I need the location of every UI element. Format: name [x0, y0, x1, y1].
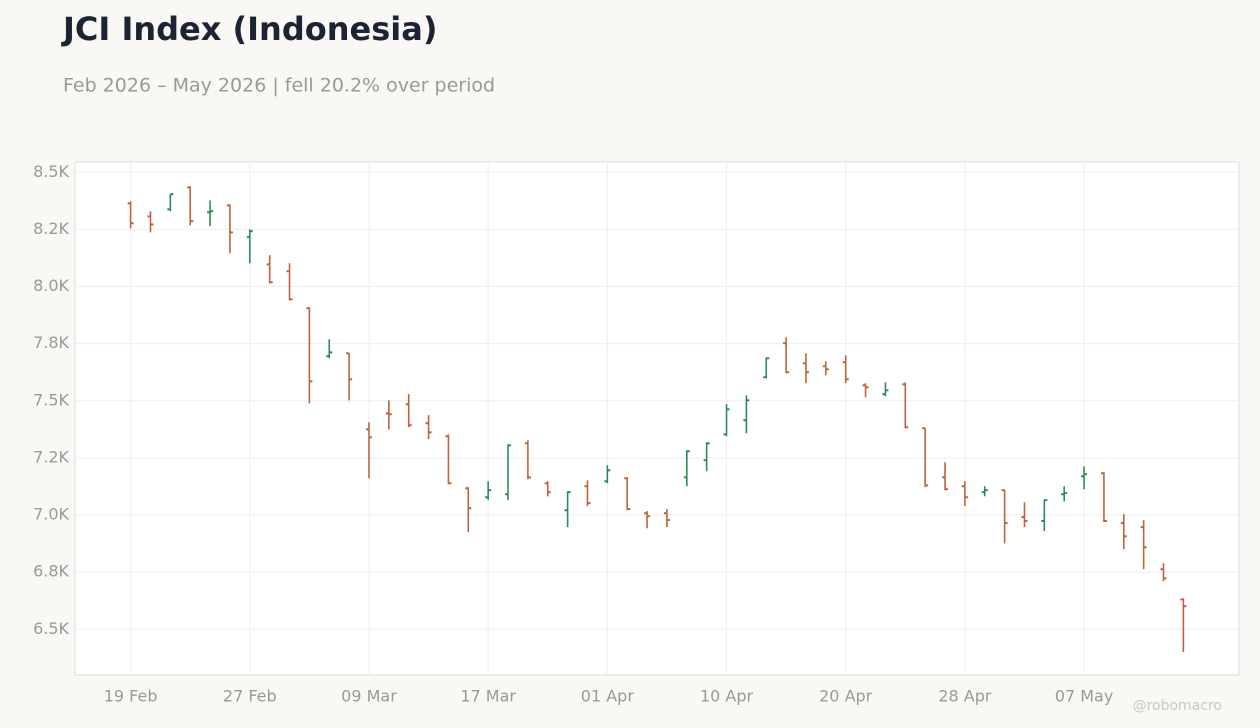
x-tick-label: 19 Feb	[104, 687, 158, 706]
x-tick-label: 28 Apr	[938, 687, 992, 706]
plot-area	[74, 161, 1240, 676]
x-tick-label: 20 Apr	[819, 687, 873, 706]
x-tick-label: 27 Feb	[223, 687, 277, 706]
x-tick-label: 09 Mar	[341, 687, 397, 706]
y-tick-label: 8.2K	[33, 219, 69, 238]
x-tick-label: 17 Mar	[460, 687, 516, 706]
y-tick-label: 7.5K	[33, 390, 69, 409]
y-tick-label: 6.8K	[33, 562, 69, 581]
y-tick-label: 7.2K	[33, 447, 69, 466]
y-tick-label: 7.0K	[33, 505, 69, 524]
y-tick-label: 7.8K	[33, 333, 69, 352]
x-tick-label: 07 May	[1055, 687, 1114, 706]
chart-title: JCI Index (Indonesia)	[61, 10, 437, 48]
y-tick-label: 8.0K	[33, 276, 69, 295]
y-tick-label: 8.5K	[33, 162, 69, 181]
chart-subtitle: Feb 2026 – May 2026 | fell 20.2% over pe…	[63, 75, 495, 97]
y-tick-label: 6.5K	[33, 619, 69, 638]
x-tick-label: 10 Apr	[700, 687, 754, 706]
watermark: @robomacro	[1133, 698, 1222, 714]
x-tick-label: 01 Apr	[581, 687, 635, 706]
